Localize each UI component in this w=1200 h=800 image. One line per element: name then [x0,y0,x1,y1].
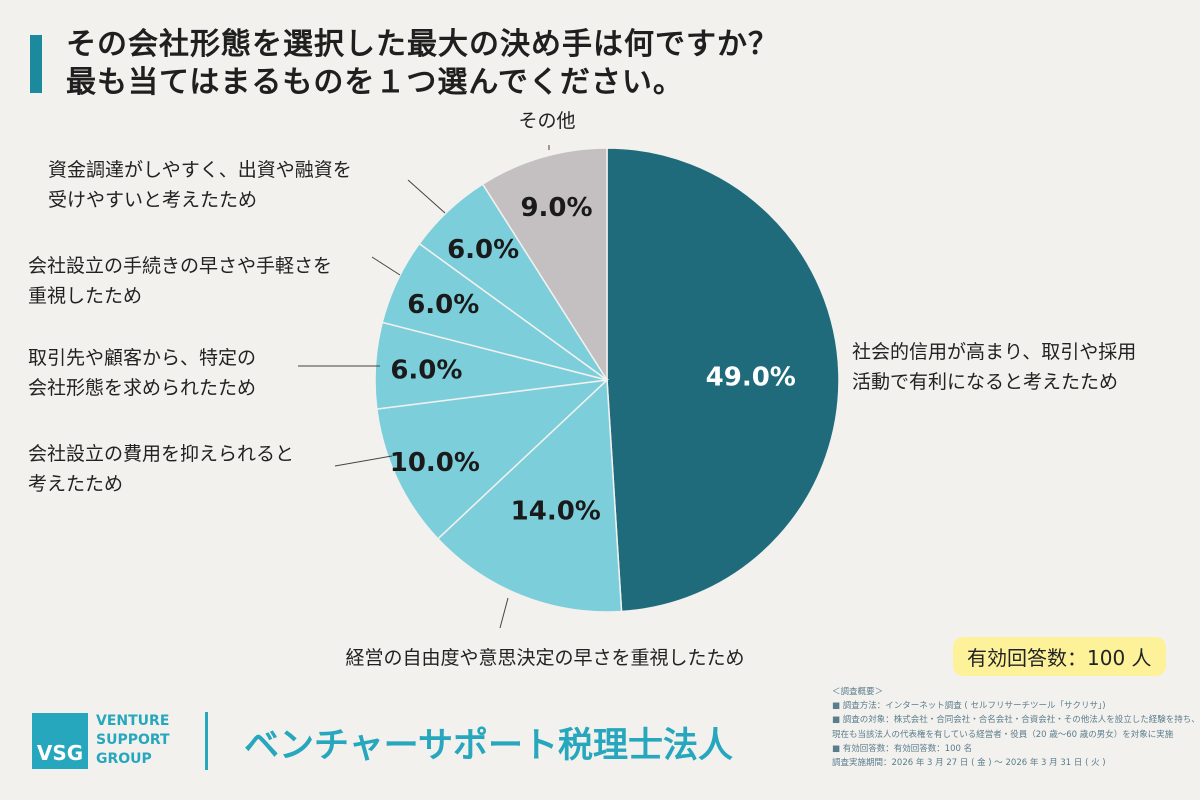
notes-line: ■ 有効回答数：有効回答数：100 名 [832,743,973,754]
leader-line [334,455,393,467]
pie-slice [436,378,623,613]
slice-category-label: 会社設立の手続きの早さや手軽さを重視したため [28,255,332,307]
slice-category-label: 会社設立の費用を抑えられると考えたため [28,443,294,495]
notes-line: 現在も当該法人の代表権を有している経営者・役員（20 歳～60 歳の男女）を対象… [832,729,1174,740]
logo-divider [205,712,208,770]
title-line-2: 最も当てはまるものを１つ選んでください。 [66,65,684,100]
pie-slice [606,147,840,613]
pie-slice [481,147,608,383]
logo-line: VENTURE [96,713,170,729]
leader-line [407,179,446,214]
slice-category-label: その他 [518,110,575,132]
notes-line: ＜調査概要＞ [832,687,884,697]
survey-notes: ＜調査概要＞ ■ 調査方法：インターネット調査 ( セルフリサーチツール「サクリ… [832,685,1200,770]
logo-wordmark: VENTURE SUPPORT GROUP [96,712,170,769]
slice-category-label: 資金調達がしやすく、出資や融資を受けやすいと考えたため [48,159,352,211]
slice-value-label: 6.0% [447,235,519,265]
leader-line [499,597,509,629]
title-accent-bar [30,35,42,93]
leader-line [371,256,401,276]
slice-value-label: 14.0% [511,496,601,526]
notes-line: ■ 調査方法：インターネット調査 ( セルフリサーチツール「サクリサ」) [832,701,1106,712]
pie-slice [375,378,610,540]
respondent-count-badge: 有効回答数：100 人 [953,637,1166,676]
slice-value-label: 10.0% [390,448,480,478]
vsg-logo: VSG [32,713,88,769]
slice-value-label: 49.0% [706,362,796,392]
notes-line: 調査実施期間：2026 年 3 月 27 日 ( 金 ) ～ 2026 年 3 … [832,758,1106,769]
company-name: ベンチャーサポート税理士法人 [244,726,733,766]
slice-value-label: 6.0% [407,290,479,320]
title-line-1: その会社形態を選択した最大の決め手は何ですか？ [66,27,779,62]
slice-value-label: 6.0% [390,356,462,386]
slice-value-label: 9.0% [520,193,592,223]
logo-line: SUPPORT [96,732,170,748]
notes-line: ■ 調査の対象：株式会社・合同会社・合名会社・合資会社・その他法人を設立した経験… [832,715,1200,726]
slice-category-label: 社会的信用が高まり、取引や採用活動で有利になると考えたため [852,341,1136,393]
chart-title: その会社形態を選択した最大の決め手は何ですか？ 最も当てはまるものを１つ選んでく… [66,26,779,102]
slice-category-label: 経営の自由度や意思決定の早さを重視したため [345,647,744,669]
slice-category-label: 取引先や顧客から、特定の会社形態を求められたため [28,347,256,399]
logo-line: GROUP [96,751,152,767]
